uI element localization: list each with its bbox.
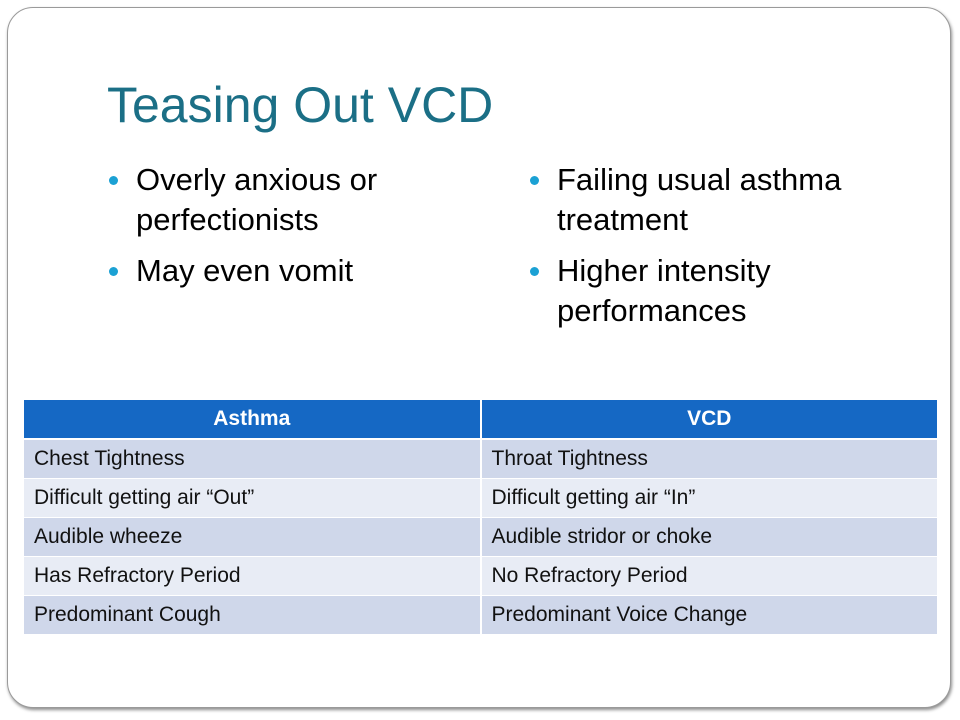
- table-cell: Chest Tightness: [24, 439, 482, 479]
- table-cell: Predominant Cough: [24, 595, 482, 635]
- bullet-list-right: Failing usual asthma treatment Higher in…: [528, 160, 928, 342]
- table-cell: Difficult getting air “Out”: [24, 478, 482, 518]
- bullet-text: May even vomit: [136, 253, 354, 288]
- table-cell: Audible wheeze: [24, 517, 482, 557]
- bullet-dot-icon: [109, 267, 118, 276]
- comparison-table: Asthma VCD Chest Tightness Throat Tightn…: [24, 400, 937, 635]
- table-row: Predominant Cough Predominant Voice Chan…: [24, 595, 937, 635]
- slide-title: Teasing Out VCD: [107, 77, 494, 133]
- bullet-item: Failing usual asthma treatment: [528, 160, 928, 240]
- bullet-list-left: Overly anxious or perfectionists May eve…: [107, 160, 467, 302]
- table-cell: Has Refractory Period: [24, 556, 482, 596]
- column-header-asthma: Asthma: [24, 400, 482, 440]
- bullet-text: Failing usual asthma treatment: [557, 162, 842, 237]
- bullet-text: Higher intensity performances: [557, 253, 771, 328]
- table-cell: Difficult getting air “In”: [480, 478, 937, 518]
- table-row: Has Refractory Period No Refractory Peri…: [24, 556, 937, 596]
- bullet-item: Overly anxious or perfectionists: [107, 160, 467, 240]
- bullet-item: May even vomit: [107, 251, 467, 291]
- table-header-row: Asthma VCD: [24, 400, 937, 440]
- bullet-text: Overly anxious or perfectionists: [136, 162, 378, 237]
- table-row: Difficult getting air “Out” Difficult ge…: [24, 478, 937, 518]
- bullet-dot-icon: [530, 267, 539, 276]
- table-row: Audible wheeze Audible stridor or choke: [24, 517, 937, 557]
- bullet-dot-icon: [530, 176, 539, 185]
- bullet-dot-icon: [109, 176, 118, 185]
- table-cell: Throat Tightness: [480, 439, 937, 479]
- column-header-vcd: VCD: [480, 400, 937, 440]
- table-cell: Predominant Voice Change: [480, 595, 937, 635]
- table-row: Chest Tightness Throat Tightness: [24, 439, 937, 479]
- table-cell: Audible stridor or choke: [480, 517, 937, 557]
- bullet-item: Higher intensity performances: [528, 251, 928, 331]
- table-cell: No Refractory Period: [480, 556, 937, 596]
